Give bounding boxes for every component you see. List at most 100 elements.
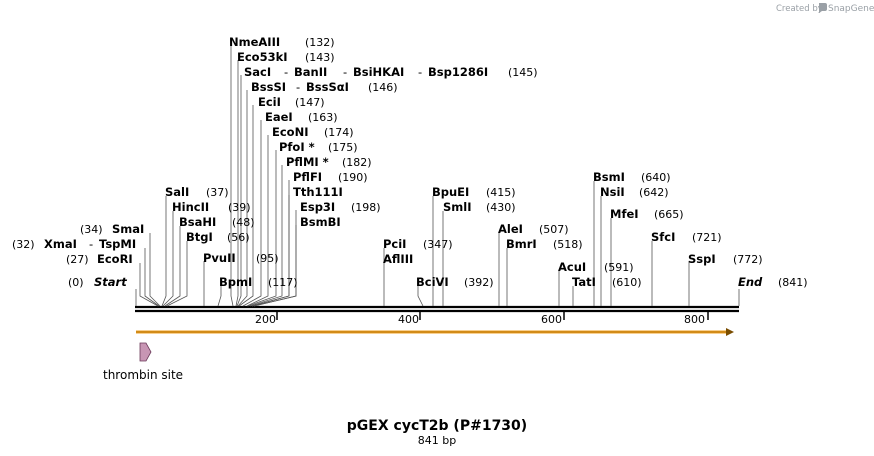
enzyme-position: (430) [486, 201, 516, 214]
enzyme-site-xmai[interactable]: (32) XmaI - TspMI [12, 237, 136, 251]
enzyme-site-mfei[interactable]: MfeI (665) [610, 207, 684, 221]
enzyme-site-smli[interactable]: SmlI (430) [443, 200, 516, 214]
enzyme-label: EcoRI [97, 252, 133, 266]
enzyme-label: PciI [383, 237, 406, 251]
enzyme-label: EaeI [265, 110, 293, 124]
enzyme-site-bmri[interactable]: BmrI (518) [506, 237, 583, 251]
tick-600: 600 [541, 313, 562, 326]
enzyme-position: (190) [338, 171, 368, 184]
enzyme-position: (518) [553, 238, 583, 251]
enzyme-site-saci-group[interactable]: SacI - BanII - BsiHKAI - Bsp1286I (145) [244, 65, 538, 79]
enzyme-label: Bsp1286I [428, 65, 488, 79]
thrombin-site-label: thrombin site [103, 368, 183, 382]
enzyme-site-ecii[interactable]: EciI (147) [258, 95, 325, 109]
snapgene-logo-icon [819, 3, 827, 13]
enzyme-site-nmeaiii[interactable]: NmeAIII (132) [229, 35, 335, 49]
enzyme-label: XmaI [44, 237, 77, 251]
enzyme-position: (132) [305, 36, 335, 49]
enzyme-site-econi[interactable]: EcoNI (174) [272, 125, 354, 139]
enzyme-position: (117) [268, 276, 298, 289]
tick-200: 200 [255, 313, 276, 326]
enzyme-site-eaei[interactable]: EaeI (163) [265, 110, 338, 124]
enzyme-label: PvuII [203, 251, 236, 265]
enzyme-label: EciI [258, 95, 281, 109]
enzyme-site-tth111i[interactable]: Tth111I [293, 185, 343, 199]
enzyme-site-bpmi[interactable]: BpmI (117) [219, 275, 298, 289]
enzyme-position: (392) [464, 276, 494, 289]
enzyme-label: BpuEI [432, 185, 469, 199]
enzyme-position: (146) [368, 81, 398, 94]
enzyme-site-nsii[interactable]: NsiI (642) [600, 185, 669, 199]
enzyme-label: Esp3I [300, 200, 335, 214]
enzyme-position: (27) [66, 253, 89, 266]
enzyme-label: BpmI [219, 275, 252, 289]
tick-800: 800 [684, 313, 705, 326]
enzyme-site-bsmi[interactable]: BsmI (640) [593, 170, 671, 184]
enzyme-position: (721) [692, 231, 722, 244]
enzyme-position: (34) [80, 223, 103, 236]
enzyme-site-sspi[interactable]: SspI (772) [688, 252, 763, 266]
enzyme-position: (642) [639, 186, 669, 199]
enzyme-label: SspI [688, 252, 716, 266]
thrombin-site-feature[interactable] [139, 342, 152, 362]
enzyme-site-pcii[interactable]: PciI (347) [383, 237, 453, 251]
enzyme-site-pflmi[interactable]: PflMI * (182) [286, 155, 372, 169]
enzyme-label: AcuI [558, 260, 586, 274]
start-label: Start [94, 275, 127, 289]
enzyme-label: BssSαI [306, 80, 349, 94]
enzyme-position: (39) [228, 201, 251, 214]
enzyme-label: BsmI [593, 170, 625, 184]
enzyme-label: NsiI [600, 185, 625, 199]
enzyme-site-ecori[interactable]: (27) EcoRI [66, 252, 133, 266]
enzyme-site-tati[interactable]: TatI (610) [572, 275, 642, 289]
enzyme-label: BmrI [506, 237, 537, 251]
enzyme-label: SalI [165, 185, 189, 199]
enzyme-site-afliii[interactable]: AflIII [383, 252, 413, 266]
enzyme-site-bsahi[interactable]: BsaHI (48) [179, 215, 255, 229]
enzyme-site-bcivi[interactable]: BciVI (392) [416, 275, 494, 289]
enzyme-site-smai[interactable]: (34) SmaI [80, 222, 144, 236]
enzyme-label: BciVI [416, 275, 449, 289]
enzyme-position: (95) [256, 252, 279, 265]
enzyme-label: TatI [572, 275, 596, 289]
enzyme-separator: - [343, 65, 347, 79]
enzyme-separator: - [418, 65, 422, 79]
enzyme-position: (48) [232, 216, 255, 229]
enzyme-site-pflfi[interactable]: PflFI (190) [293, 170, 368, 184]
enzyme-site-sali[interactable]: SalI (37) [165, 185, 229, 199]
enzyme-site-bpuei[interactable]: BpuEI (415) [432, 185, 516, 199]
enzyme-position: (415) [486, 186, 516, 199]
enzyme-site-acui[interactable]: AcuI (591) [558, 260, 634, 274]
enzyme-site-bsssi[interactable]: BssSI - BssSαI (146) [251, 80, 398, 94]
enzyme-position: (665) [654, 208, 684, 221]
enzyme-site-eco53ki[interactable]: Eco53kI (143) [237, 50, 335, 64]
enzyme-label: BanII [294, 65, 327, 79]
map-title: pGEX cycT2b (P#1730) [347, 418, 527, 434]
orf-arrow[interactable] [136, 328, 734, 336]
end-position: (841) [778, 276, 808, 289]
enzyme-site-bsmbi[interactable]: BsmBI [300, 215, 341, 229]
enzyme-site-hincii[interactable]: HincII (39) [172, 200, 251, 214]
enzyme-site-btgi[interactable]: BtgI (56) [186, 230, 250, 244]
enzyme-position: (32) [12, 238, 35, 251]
enzyme-label: SacI [244, 65, 271, 79]
enzyme-label: PflMI * [286, 155, 329, 169]
enzyme-position: (147) [295, 96, 325, 109]
enzyme-separator: - [296, 80, 300, 94]
enzyme-site-sfci[interactable]: SfcI (721) [651, 230, 722, 244]
enzyme-label: SmlI [443, 200, 472, 214]
enzyme-site-esp3i[interactable]: Esp3I (198) [300, 200, 381, 214]
scale-ticks [276, 311, 709, 320]
enzyme-separator: - [89, 237, 93, 251]
enzyme-site-pfoi[interactable]: PfoI * (175) [279, 140, 358, 154]
enzyme-site-alei[interactable]: AleI (507) [498, 222, 569, 236]
enzyme-site-pvuii[interactable]: PvuII (95) [203, 251, 279, 265]
enzyme-position: (591) [604, 261, 634, 274]
enzyme-position: (640) [641, 171, 671, 184]
enzyme-position: (37) [206, 186, 229, 199]
enzyme-label: Tth111I [293, 185, 343, 199]
enzyme-label: PfoI * [279, 140, 315, 154]
map-length: 841 bp [418, 434, 456, 447]
enzyme-position: (182) [342, 156, 372, 169]
